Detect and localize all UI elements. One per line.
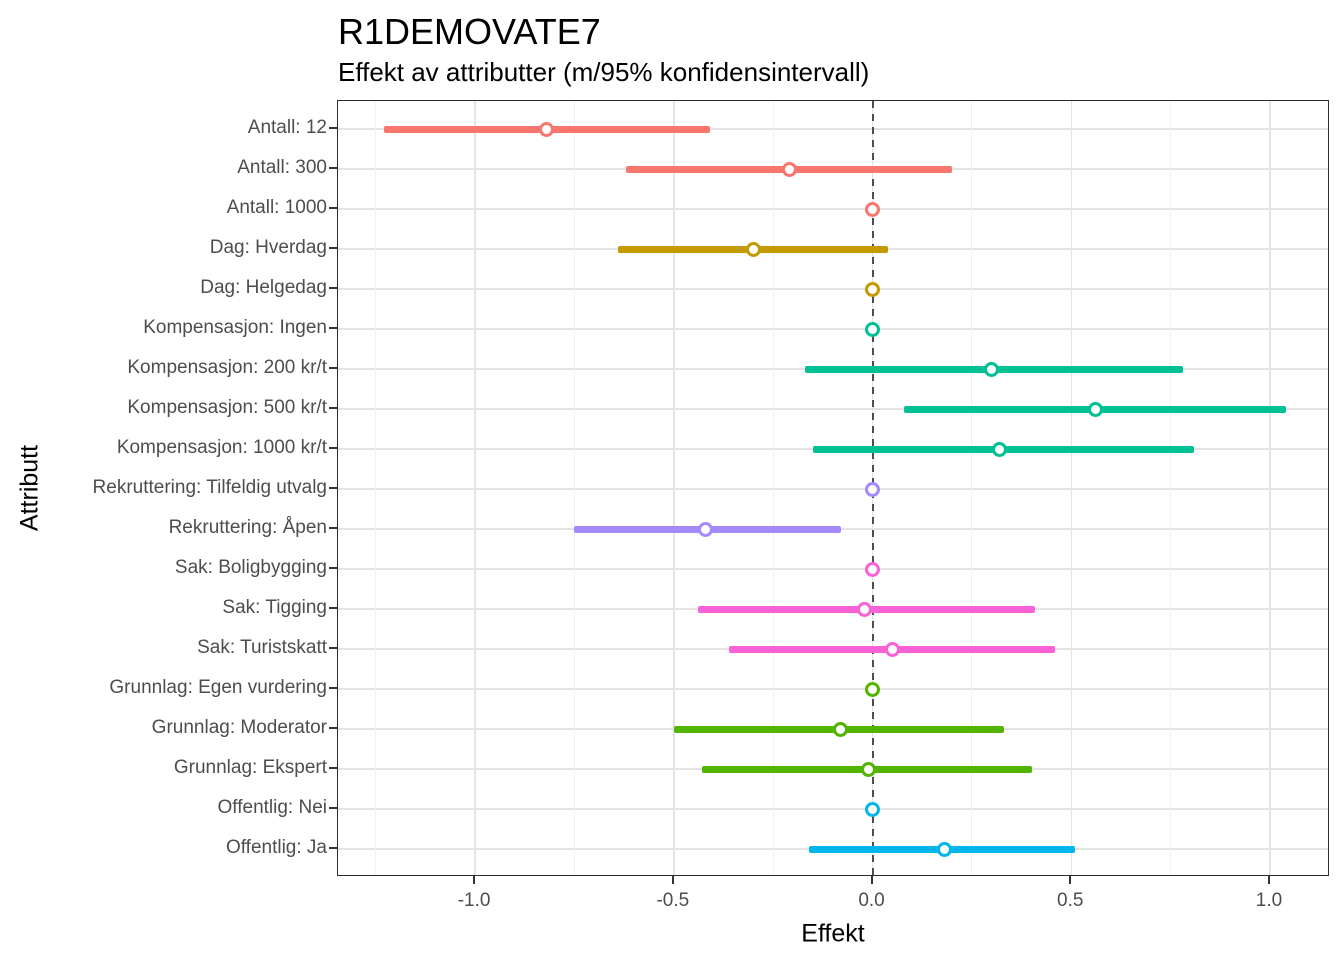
y-tick bbox=[329, 687, 337, 689]
y-tick bbox=[329, 327, 337, 329]
x-axis-title: Effekt bbox=[801, 919, 865, 948]
y-axis-label: Kompensasjon: 1000 kr/t bbox=[116, 437, 327, 458]
point-estimate bbox=[698, 521, 714, 537]
point-estimate bbox=[833, 721, 849, 737]
y-axis-label: Sak: Tigging bbox=[222, 597, 327, 618]
plot-panel bbox=[337, 100, 1329, 876]
x-tick-label: -1.0 bbox=[457, 890, 491, 911]
y-tick bbox=[329, 767, 337, 769]
point-estimate bbox=[865, 561, 881, 577]
x-tick bbox=[1267, 876, 1270, 884]
y-tick bbox=[329, 367, 337, 369]
point-estimate bbox=[865, 201, 881, 217]
y-tick bbox=[329, 247, 337, 249]
point-estimate bbox=[861, 761, 877, 777]
point-estimate bbox=[865, 481, 881, 497]
x-tick-label: 0.5 bbox=[1057, 890, 1084, 911]
chart-title: R1DEMOVATE7 bbox=[338, 11, 601, 52]
gridline-x-major bbox=[673, 101, 675, 875]
y-axis-label: Grunnlag: Ekspert bbox=[173, 757, 327, 778]
gridline-x-minor bbox=[971, 101, 973, 875]
y-tick bbox=[329, 407, 337, 409]
gridline-y bbox=[338, 328, 1328, 330]
y-tick bbox=[329, 447, 337, 449]
x-tick-label: 1.0 bbox=[1255, 890, 1283, 911]
gridline-y bbox=[338, 128, 1328, 130]
point-estimate bbox=[857, 601, 873, 617]
x-tick bbox=[671, 876, 674, 884]
gridline-y bbox=[338, 568, 1328, 570]
gridline-x-minor bbox=[375, 101, 377, 875]
y-axis-label: Sak: Turistskatt bbox=[197, 637, 327, 658]
y-tick bbox=[329, 847, 337, 849]
point-estimate bbox=[992, 441, 1008, 457]
x-tick-label: 0.0 bbox=[858, 890, 885, 911]
y-axis-label: Rekruttering: Åpen bbox=[168, 517, 327, 538]
y-axis-label: Sak: Boligbygging bbox=[174, 557, 327, 578]
x-tick bbox=[1069, 876, 1072, 884]
point-estimate bbox=[865, 681, 881, 697]
y-axis-label: Grunnlag: Moderator bbox=[151, 717, 327, 738]
gridline-x-major bbox=[1070, 101, 1073, 875]
point-estimate bbox=[884, 641, 900, 657]
chart-subtitle: Effekt av attributter (m/95% konfidensin… bbox=[338, 57, 870, 87]
y-axis-label: Dag: Helgedag bbox=[200, 277, 327, 298]
y-axis-label: Dag: Hverdag bbox=[209, 237, 327, 258]
gridline-x-major bbox=[474, 101, 476, 875]
y-tick bbox=[329, 487, 337, 489]
y-axis-label: Antall: 300 bbox=[237, 157, 327, 178]
gridline-y bbox=[338, 688, 1328, 690]
gridline-y bbox=[338, 408, 1328, 410]
point-estimate bbox=[865, 321, 881, 337]
y-tick bbox=[329, 647, 337, 649]
point-estimate bbox=[539, 121, 555, 137]
y-tick bbox=[329, 167, 337, 169]
y-tick bbox=[329, 527, 337, 529]
y-tick bbox=[329, 567, 337, 569]
gridline-x-minor bbox=[772, 101, 774, 875]
point-estimate bbox=[1087, 401, 1103, 417]
y-axis-label: Kompensasjon: Ingen bbox=[143, 317, 327, 338]
gridline-y bbox=[338, 208, 1328, 210]
y-axis-label: Antall: 1000 bbox=[226, 197, 327, 218]
y-tick bbox=[329, 807, 337, 809]
y-axis-label: Offentlig: Ja bbox=[225, 837, 327, 858]
y-axis-label: Offentlig: Nei bbox=[217, 797, 327, 818]
y-axis-label: Rekruttering: Tilfeldig utvalg bbox=[92, 477, 327, 498]
point-estimate bbox=[781, 161, 797, 177]
y-tick bbox=[329, 727, 337, 729]
gridline-x-minor bbox=[1170, 101, 1172, 875]
y-tick bbox=[329, 207, 337, 209]
y-axis-label: Kompensasjon: 500 kr/t bbox=[127, 397, 327, 418]
gridline-y bbox=[338, 488, 1328, 490]
gridline-x-major bbox=[1269, 101, 1271, 875]
gridline-y bbox=[338, 288, 1328, 290]
y-tick bbox=[329, 127, 337, 129]
y-tick bbox=[329, 287, 337, 289]
point-estimate bbox=[865, 801, 881, 817]
point-estimate bbox=[745, 241, 761, 257]
y-tick bbox=[329, 607, 337, 609]
point-estimate bbox=[984, 361, 1000, 377]
gridline-y bbox=[338, 808, 1328, 810]
y-axis-label: Kompensasjon: 200 kr/t bbox=[127, 357, 327, 378]
point-estimate bbox=[865, 281, 881, 297]
x-tick bbox=[870, 876, 873, 884]
y-axis-label: Grunnlag: Egen vurdering bbox=[109, 677, 327, 698]
x-tick-label: -0.5 bbox=[656, 890, 690, 911]
y-axis-label: Antall: 12 bbox=[247, 117, 327, 138]
x-tick bbox=[473, 876, 476, 884]
point-estimate bbox=[936, 841, 952, 857]
gridline-x-minor bbox=[573, 101, 575, 875]
